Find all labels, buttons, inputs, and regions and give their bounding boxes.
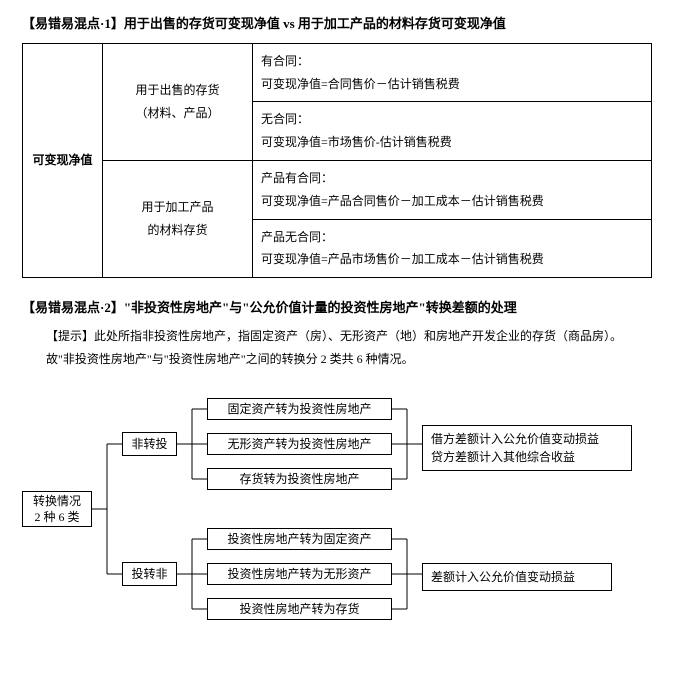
n6: 投资性房地产转为存货 — [207, 598, 392, 620]
hint2: 故"非投资性房地产"与"投资性房地产"之间的转换分 2 类共 6 种情况。 — [22, 350, 652, 369]
n4: 投资性房地产转为固定资产 — [207, 528, 392, 550]
result1: 借方差额计入公允价值变动损益 贷方差额计入其他综合收益 — [422, 425, 632, 471]
n1: 固定资产转为投资性房地产 — [207, 398, 392, 420]
nrv-table: 可变现净值 用于出售的存货 （材料、产品） 有合同： 可变现净值=合同售价－估计… — [22, 43, 652, 278]
section2-title: 【易错易混点·2】"非投资性房地产"与"公允价值计量的投资性房地产"转换差额的处… — [22, 298, 652, 319]
section1-title: 【易错易混点·1】用于出售的存货可变现净值 vs 用于加工产品的材料存货可变现净… — [22, 14, 652, 35]
r2-label: 用于加工产品 的材料存货 — [103, 160, 253, 277]
conversion-diagram: 转换情况2 种 6 类 非转投 投转非 固定资产转为投资性房地产 无形资产转为投… — [22, 379, 640, 659]
result2: 差额计入公允价值变动损益 — [422, 563, 612, 591]
cat1-box: 非转投 — [122, 432, 177, 456]
r1-label: 用于出售的存货 （材料、产品） — [103, 43, 253, 160]
n2: 无形资产转为投资性房地产 — [207, 433, 392, 455]
r1a: 有合同： 可变现净值=合同售价－估计销售税费 — [253, 43, 652, 102]
n3: 存货转为投资性房地产 — [207, 468, 392, 490]
r1b: 无合同： 可变现净值=市场售价-估计销售税费 — [253, 102, 652, 161]
r2b: 产品无合同： 可变现净值=产品市场售价－加工成本－估计销售税费 — [253, 219, 652, 278]
row-label: 可变现净值 — [23, 43, 103, 277]
hint1: 【提示】此处所指非投资性房地产，指固定资产（房）、无形资产（地）和房地产开发企业… — [22, 327, 652, 346]
r2a: 产品有合同： 可变现净值=产品合同售价－加工成本－估计销售税费 — [253, 160, 652, 219]
n5: 投资性房地产转为无形资产 — [207, 563, 392, 585]
cat2-box: 投转非 — [122, 562, 177, 586]
root-box: 转换情况2 种 6 类 — [22, 491, 92, 527]
